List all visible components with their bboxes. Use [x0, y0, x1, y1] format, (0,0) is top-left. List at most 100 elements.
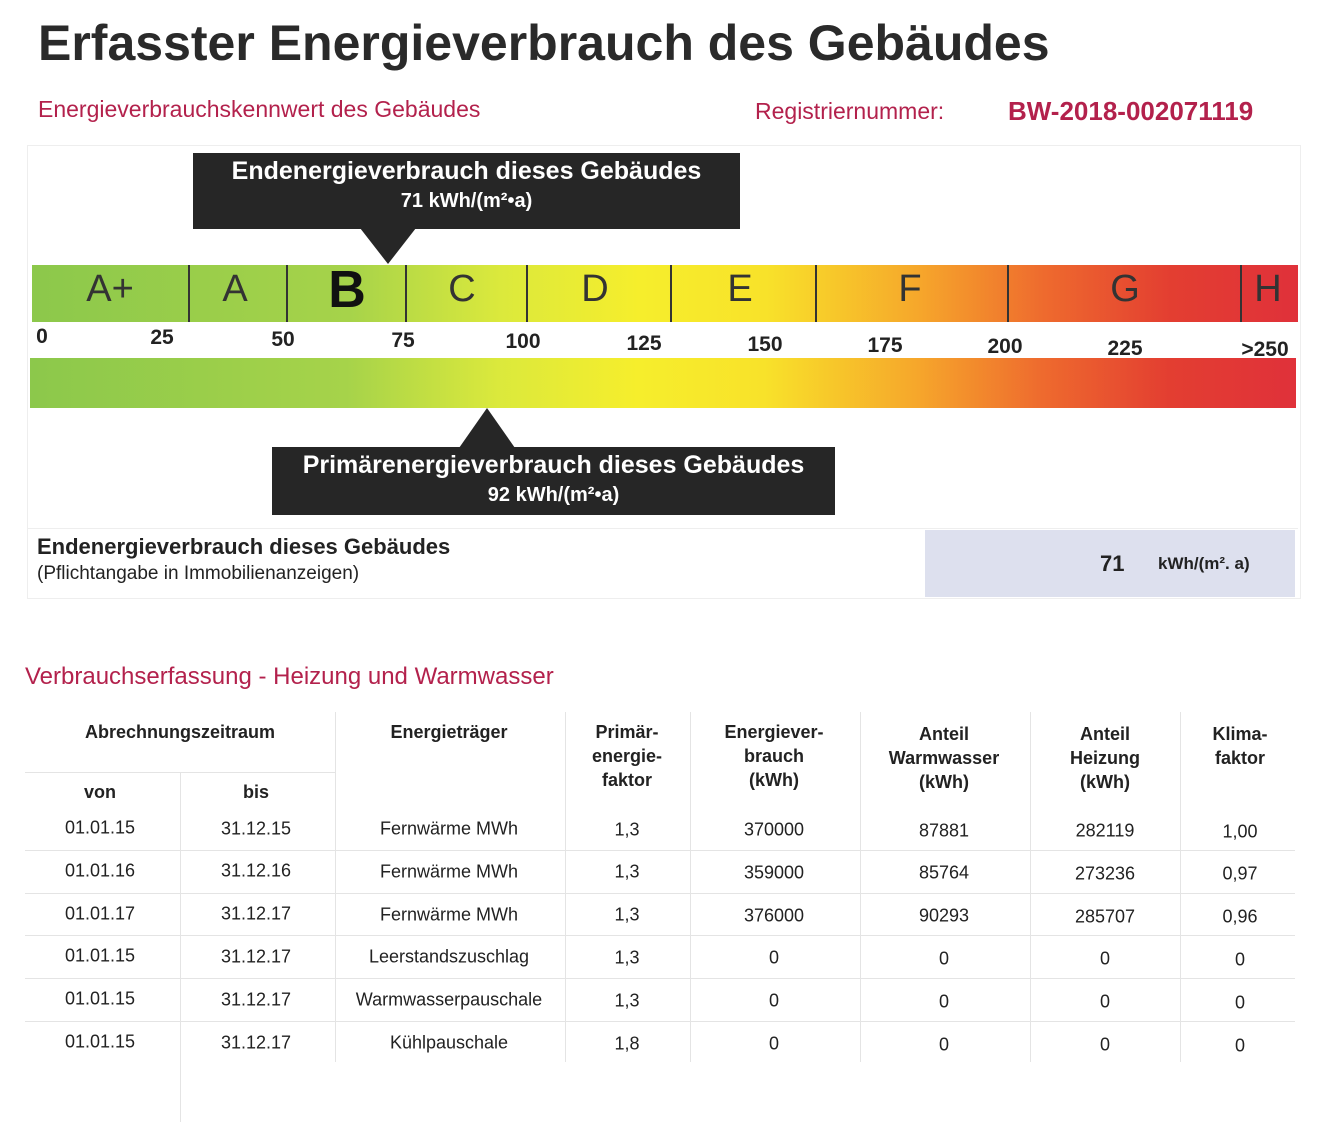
cell: 370000 — [743, 819, 805, 840]
column-header: Klima- faktor — [1212, 724, 1268, 768]
group-header: Abrechnungszeitraum — [84, 722, 276, 742]
cell: 0 — [1234, 949, 1246, 970]
class-divider — [1240, 265, 1242, 322]
summary-label: Endenergieverbrauch dieses Gebäudes — [37, 534, 451, 559]
rule — [690, 712, 691, 1062]
cell: Leerstandszuschlag — [368, 946, 530, 967]
rule — [25, 849, 1295, 851]
cell: 85764 — [918, 862, 970, 883]
cell: 1,3 — [614, 861, 640, 882]
class-bar — [32, 265, 1298, 322]
class-label: B — [328, 261, 366, 319]
cell: 0,96 — [1222, 906, 1258, 927]
tick-label: 50 — [271, 327, 295, 351]
class-label: C — [448, 268, 476, 310]
cell: 01.01.15 — [64, 1031, 136, 1052]
column-header: Anteil Heizung (kWh) — [1070, 724, 1140, 792]
cell: 0 — [1099, 991, 1111, 1012]
primary-pointer: Primärenergieverbrauch dieses Gebäudes 9… — [272, 447, 835, 515]
cell: Warmwasserpauschale — [355, 989, 543, 1010]
cell: 01.01.17 — [64, 903, 136, 924]
class-divider — [670, 265, 672, 322]
rule — [25, 892, 1295, 894]
cell: 0 — [768, 947, 780, 968]
tick-label: 175 — [867, 334, 903, 358]
column-header: Primär- energie- faktor — [591, 722, 663, 790]
primary-arrow — [459, 408, 515, 448]
cell: 0 — [938, 991, 950, 1012]
primary-pointer-label: Primärenergieverbrauch dieses Gebäudes — [302, 451, 805, 479]
title: Erfasster Energieverbrauch des Gebäudes — [38, 15, 1050, 71]
rule — [25, 978, 1295, 980]
cell: 376000 — [743, 905, 805, 926]
cell: 01.01.16 — [64, 860, 136, 881]
cell: 1,8 — [614, 1033, 640, 1053]
section-title: Verbrauchserfassung - Heizung und Warmwa… — [25, 663, 554, 690]
cell: 87881 — [918, 820, 970, 840]
cell: 01.01.15 — [64, 817, 136, 838]
cell: 285707 — [1074, 906, 1136, 927]
class-label: A+ — [86, 268, 134, 310]
cell: 0 — [768, 1033, 780, 1054]
tick-label: 200 — [987, 335, 1023, 359]
final-arrow — [360, 228, 416, 264]
column-header: bis — [242, 782, 270, 802]
tick-label: 225 — [1107, 336, 1143, 360]
cell: Fernwärme MWh — [379, 818, 519, 839]
class-divider — [286, 265, 288, 322]
column-header: Anteil Warmwasser (kWh) — [888, 724, 1000, 792]
cell: 1,3 — [614, 904, 640, 925]
column-header: von — [83, 782, 117, 802]
final-pointer: Endenergieverbrauch dieses Gebäudes 71 k… — [193, 153, 740, 229]
rule — [25, 935, 1295, 937]
cell: 1,3 — [614, 819, 640, 839]
rule — [1180, 712, 1181, 1062]
cell: 31.12.17 — [220, 946, 292, 967]
class-label: E — [727, 268, 753, 310]
final-pointer-value: 71 kWh/(m²•a) — [400, 190, 533, 212]
rule — [1030, 712, 1031, 1062]
cell: 273236 — [1074, 863, 1136, 884]
cell: 359000 — [743, 862, 805, 883]
cell: 0 — [1099, 1034, 1111, 1055]
cell: 01.01.15 — [64, 988, 136, 1009]
cell: 0 — [1234, 992, 1246, 1013]
tick-label: 0 — [36, 325, 48, 348]
tick-label: 100 — [505, 330, 541, 354]
summary-value: 71 — [1100, 551, 1125, 576]
cell: 1,3 — [614, 947, 640, 968]
cell: Fernwärme MWh — [379, 904, 519, 925]
gradient-bar — [30, 358, 1296, 408]
class-label: D — [581, 268, 609, 310]
cell: 0,97 — [1222, 863, 1258, 884]
cell: 1,3 — [614, 990, 640, 1011]
tick-label: 25 — [150, 326, 174, 350]
summary-unit: kWh/(m². a) — [1158, 554, 1250, 573]
primary-pointer-value: 92 kWh/(m²•a) — [487, 484, 620, 506]
cell: 31.12.17 — [220, 989, 292, 1010]
summary-value-box — [925, 530, 1295, 597]
page: Erfasster Energieverbrauch des Gebäudes … — [25, 15, 1301, 1122]
cell: 0 — [1099, 948, 1111, 969]
cell: 1,00 — [1222, 821, 1258, 841]
class-divider — [1007, 265, 1009, 322]
registration-number: BW-2018-002071119 — [1008, 96, 1254, 126]
cell: 0 — [938, 1034, 950, 1054]
class-divider — [188, 265, 190, 322]
rule — [860, 712, 861, 1062]
class-label: H — [1254, 268, 1282, 310]
cell: 31.12.17 — [220, 903, 292, 924]
final-pointer-label: Endenergieverbrauch dieses Gebäudes — [231, 157, 702, 185]
tick-label: 75 — [391, 328, 415, 352]
cell: 0 — [1234, 1035, 1246, 1055]
subtitle: Energieverbrauchskennwert des Gebäudes — [38, 96, 481, 122]
tick-label: 125 — [626, 331, 662, 355]
cell: 31.12.17 — [220, 1032, 292, 1052]
cell: 31.12.16 — [220, 860, 292, 881]
class-divider — [405, 265, 407, 322]
class-divider — [526, 265, 528, 322]
registration-label: Registriernummer: — [755, 98, 945, 124]
cell: 31.12.15 — [220, 818, 292, 838]
rule — [180, 772, 181, 1122]
cell: Fernwärme MWh — [379, 861, 519, 882]
